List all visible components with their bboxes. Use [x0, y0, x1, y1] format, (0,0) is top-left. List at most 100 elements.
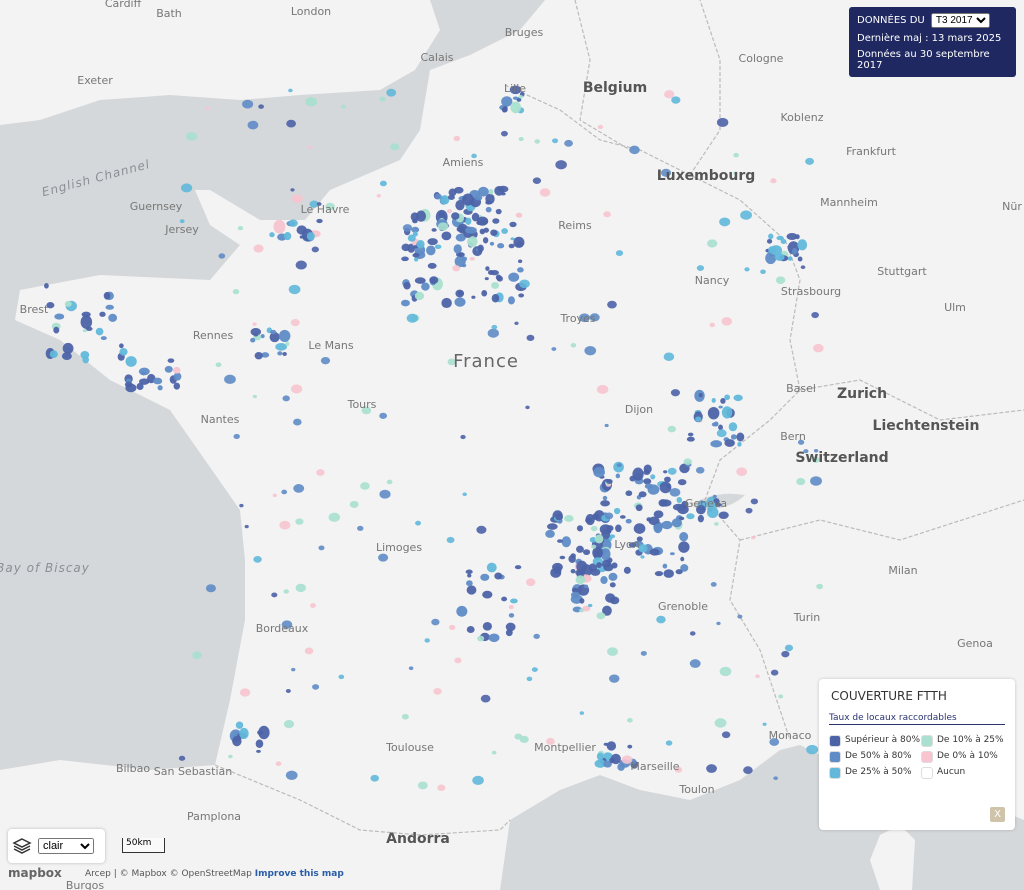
coverage-area: [677, 479, 687, 486]
coverage-area: [744, 267, 750, 272]
map-label: Exeter: [77, 74, 113, 87]
coverage-area: [413, 257, 419, 262]
coverage-area: [616, 463, 622, 468]
coverage-area: [670, 389, 680, 397]
coverage-area: [724, 439, 735, 447]
mapbox-logo[interactable]: mapbox: [8, 866, 62, 880]
coverage-area: [518, 293, 525, 298]
coverage-area: [285, 770, 298, 780]
coverage-area: [291, 667, 296, 672]
coverage-area: [469, 257, 475, 261]
legend-swatch: [829, 751, 841, 763]
coverage-area: [401, 256, 409, 262]
coverage-area: [340, 104, 346, 109]
map-label: Luxembourg: [657, 168, 756, 184]
coverage-area: [178, 755, 186, 761]
layers-icon[interactable]: [12, 836, 32, 856]
coverage-area: [638, 491, 647, 498]
coverage-area: [539, 188, 551, 197]
coverage-area: [636, 536, 643, 542]
coverage-area: [603, 563, 614, 572]
coverage-area: [653, 510, 664, 519]
coverage-area: [559, 555, 566, 560]
coverage-area: [281, 489, 288, 495]
coverage-area: [429, 276, 439, 284]
coverage-area: [283, 232, 292, 241]
coverage-area: [244, 524, 249, 529]
coverage-area: [205, 584, 216, 593]
coverage-area: [625, 490, 633, 497]
map-label: Stuttgart: [877, 265, 927, 278]
coverage-area: [728, 422, 738, 432]
coverage-area: [290, 319, 300, 327]
coverage-area: [806, 744, 819, 755]
coverage-area: [462, 193, 474, 206]
coverage-area: [446, 209, 453, 214]
scale-bar: 50km: [122, 838, 165, 853]
coverage-area: [490, 229, 498, 236]
coverage-area: [237, 225, 244, 231]
attribution: Arcep | © Mapbox © OpenStreetMap Improve…: [85, 869, 344, 879]
coverage-area: [453, 135, 461, 142]
coverage-area: [482, 590, 493, 599]
coverage-area: [596, 752, 604, 761]
coverage-area: [269, 232, 275, 238]
coverage-area: [608, 674, 620, 683]
coverage-area: [710, 582, 717, 587]
legend-item: De 10% à 25%: [921, 735, 1005, 747]
coverage-area: [555, 160, 567, 170]
borders: [214, 0, 1024, 836]
improve-link[interactable]: Improve this map: [254, 869, 344, 879]
coverage-area: [338, 674, 345, 680]
coverage-area: [713, 498, 720, 504]
coverage-area: [661, 520, 673, 530]
coverage-area: [773, 776, 778, 781]
map-label: Cologne: [739, 52, 784, 65]
coverage-area: [687, 432, 694, 437]
period-select[interactable]: T3 2017: [930, 13, 990, 28]
coverage-area: [316, 202, 322, 206]
coverage-area: [709, 322, 716, 328]
coverage-area: [421, 282, 430, 291]
coverage-area: [770, 669, 779, 676]
coverage-area: [719, 217, 731, 227]
coverage-area: [465, 226, 477, 234]
coverage-area: [627, 744, 633, 749]
coverage-area: [281, 620, 293, 629]
coverage-area: [778, 694, 784, 699]
coverage-area: [224, 374, 236, 385]
coverage-area: [730, 434, 737, 440]
coverage-area: [675, 569, 683, 575]
coverage-area: [108, 313, 118, 322]
coverage-area: [407, 234, 416, 242]
coverage-area: [299, 235, 304, 239]
coverage-area: [44, 283, 49, 289]
coverage-area: [711, 422, 717, 427]
coverage-area: [712, 494, 717, 499]
close-button[interactable]: X: [990, 807, 1005, 822]
coverage-area: [797, 439, 805, 445]
map-label: Nancy: [695, 274, 730, 287]
coverage-area: [295, 260, 307, 270]
coverage-area: [791, 248, 798, 255]
coverage-area: [519, 279, 530, 289]
map-label: Rennes: [193, 329, 234, 342]
coverage-area: [100, 336, 107, 341]
coverage-area: [505, 622, 516, 632]
coverage-area: [638, 544, 648, 553]
coverage-area: [609, 582, 616, 588]
coverage-area: [376, 193, 381, 198]
coverage-area: [564, 515, 574, 522]
coverage-area: [465, 217, 472, 225]
coverage-area: [721, 731, 731, 739]
coverage-area: [596, 562, 602, 568]
coverage-area: [736, 432, 745, 442]
coverage-area: [575, 575, 586, 585]
style-select[interactable]: clair: [38, 838, 94, 854]
attribution-text[interactable]: Arcep | © Mapbox © OpenStreetMap: [85, 869, 252, 879]
coverage-area: [309, 200, 319, 208]
coverage-area: [119, 343, 124, 349]
map-label: Toulon: [678, 783, 714, 796]
coverage-area: [480, 573, 490, 581]
coverage-area: [512, 96, 519, 100]
